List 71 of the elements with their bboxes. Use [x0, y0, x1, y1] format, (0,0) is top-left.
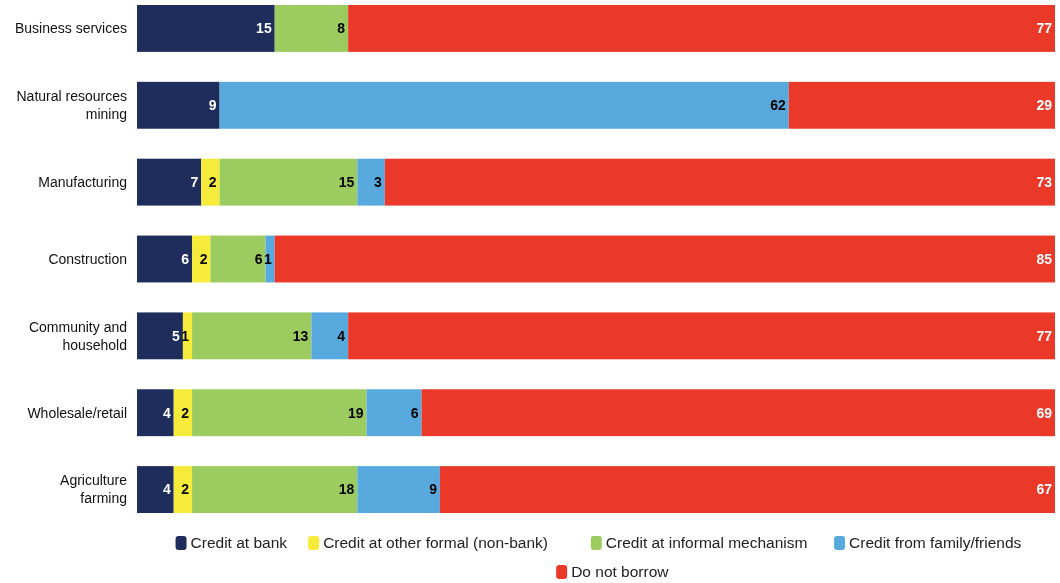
data-label: 15 — [256, 20, 272, 37]
data-label: 8 — [337, 20, 346, 37]
data-label: 6 — [181, 250, 190, 267]
data-label: 3 — [374, 174, 383, 191]
data-label: 13 — [292, 327, 309, 344]
bar — [192, 389, 367, 437]
bar — [192, 312, 312, 360]
data-label: 2 — [208, 174, 217, 191]
data-label: 2 — [181, 481, 190, 498]
data-label: 62 — [770, 97, 786, 114]
bar — [357, 466, 440, 513]
y-tick-label: Natural resources mining — [16, 88, 127, 123]
legend-label: Do not borrow — [571, 563, 670, 581]
data-label: 6 — [410, 404, 419, 421]
data-label: 7 — [190, 174, 199, 191]
bar — [210, 235, 266, 283]
data-label: 5 — [172, 327, 181, 344]
data-label: 85 — [1036, 250, 1053, 267]
bar — [357, 158, 385, 206]
bar — [192, 466, 358, 513]
data-label: 18 — [338, 481, 355, 498]
data-label: 4 — [162, 404, 171, 421]
bar — [219, 81, 789, 129]
y-tick-label: Construction — [48, 250, 127, 267]
bar — [137, 389, 174, 437]
data-label: 9 — [429, 481, 438, 498]
bar — [348, 5, 1055, 52]
bar — [348, 312, 1055, 360]
bar — [137, 466, 174, 513]
data-label: 1 — [263, 250, 272, 267]
bar — [311, 312, 349, 360]
bar — [173, 466, 193, 513]
legend-label: Credit from family/friends — [849, 534, 1022, 552]
bar — [137, 235, 193, 283]
bar — [137, 5, 275, 52]
data-label: 19 — [347, 404, 364, 421]
bar — [137, 81, 220, 129]
data-label: 77 — [1036, 327, 1053, 344]
data-label: 73 — [1036, 174, 1053, 191]
data-label: 15 — [338, 174, 355, 191]
data-label: 9 — [208, 97, 217, 114]
data-label: 67 — [1036, 481, 1053, 498]
data-label: 2 — [199, 250, 208, 267]
legend-label: Credit at bank — [190, 534, 288, 552]
bar — [137, 312, 183, 360]
data-label: 69 — [1036, 404, 1053, 421]
bar — [192, 235, 211, 283]
legend-label: Credit at informal mechanism — [605, 534, 808, 552]
data-label: 4 — [337, 327, 346, 344]
bar — [384, 158, 1055, 206]
bar — [173, 389, 193, 437]
bar — [201, 158, 220, 206]
bar — [137, 158, 202, 206]
y-tick-label: Manufacturing — [38, 174, 127, 191]
y-tick-label: Wholesale/retail — [27, 404, 127, 421]
y-tick-label: Business services — [14, 20, 127, 37]
legend-label: Credit at other formal (non-bank) — [323, 534, 549, 552]
bar — [219, 158, 358, 206]
data-label: 4 — [162, 481, 171, 498]
bar — [421, 389, 1055, 437]
bar — [439, 466, 1055, 513]
y-tick-label: Agriculture farming — [60, 472, 128, 507]
bar — [274, 235, 1055, 283]
bar — [274, 5, 349, 52]
bar — [366, 389, 422, 437]
y-tick-label: Community and household — [28, 318, 127, 353]
data-label: 77 — [1036, 20, 1053, 37]
bar — [788, 81, 1055, 129]
data-label: 29 — [1036, 97, 1053, 114]
data-label: 6 — [254, 250, 263, 267]
data-label: 2 — [181, 404, 190, 421]
